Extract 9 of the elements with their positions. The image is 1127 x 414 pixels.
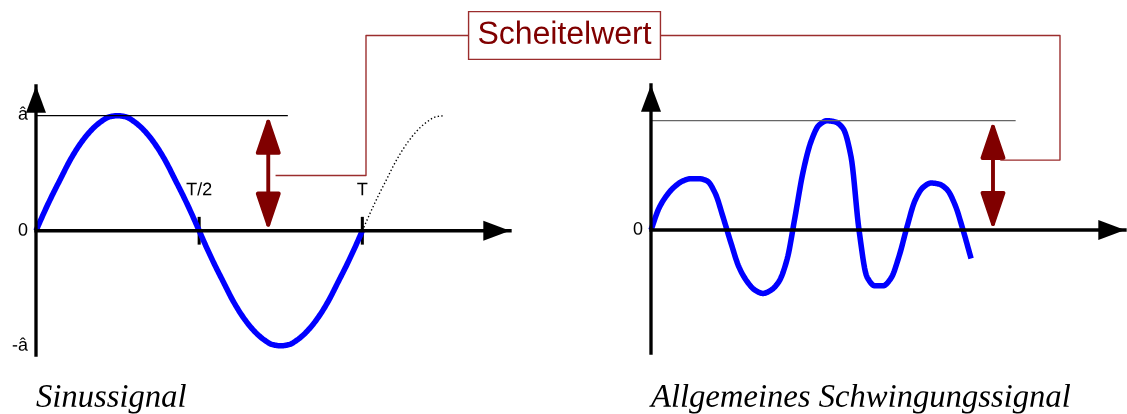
x-axis-title: Allgemeines Schwingungssignal [649,384,1071,414]
text: -â [12,337,28,351]
x-tick-label: T/2 [186,182,212,196]
x-axis-title: Sinussignal [36,384,186,414]
x-tick-label: T [357,182,368,196]
text: Scheitelwert [478,20,652,45]
text: 0 [633,222,643,235]
text: 0 [18,223,28,236]
text: â [18,106,28,120]
